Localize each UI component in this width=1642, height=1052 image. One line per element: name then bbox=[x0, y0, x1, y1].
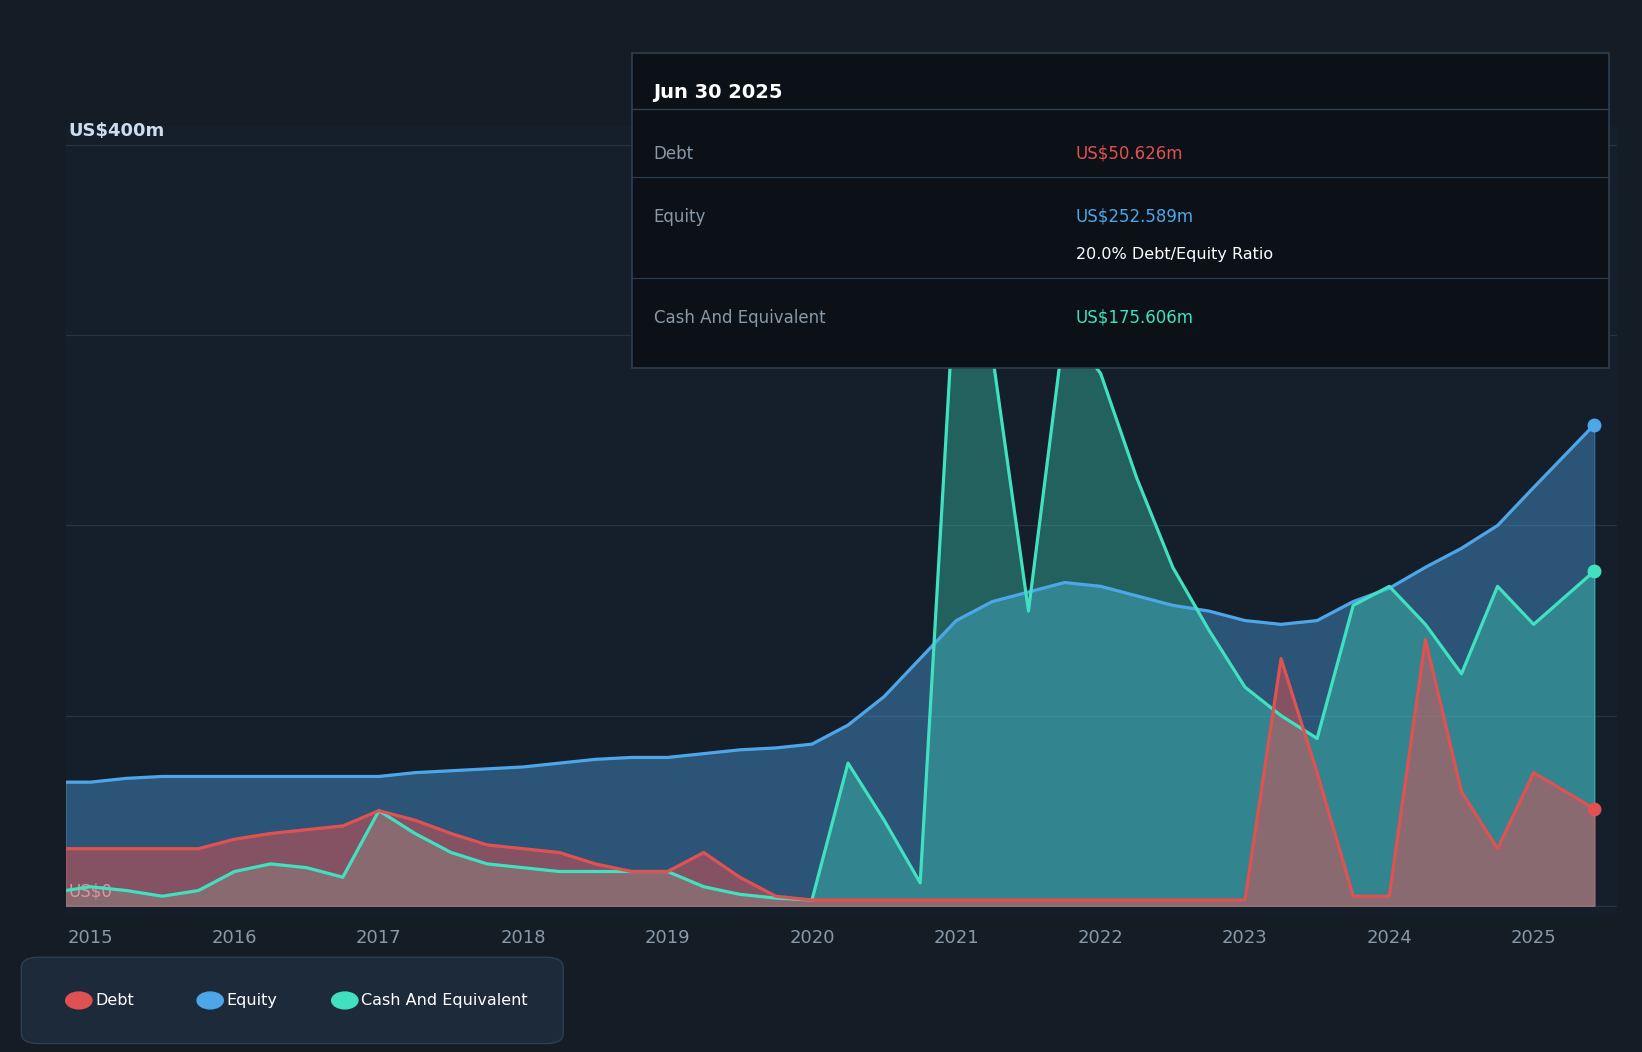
Text: Debt: Debt bbox=[95, 993, 135, 1008]
Text: US$50.626m: US$50.626m bbox=[1076, 144, 1182, 163]
Text: 20.0% Debt/Equity Ratio: 20.0% Debt/Equity Ratio bbox=[1076, 247, 1273, 262]
Text: US$400m: US$400m bbox=[69, 122, 164, 140]
Text: US$175.606m: US$175.606m bbox=[1076, 308, 1194, 327]
Text: Debt: Debt bbox=[654, 144, 693, 163]
Text: Cash And Equivalent: Cash And Equivalent bbox=[654, 308, 826, 327]
Text: Cash And Equivalent: Cash And Equivalent bbox=[361, 993, 527, 1008]
Text: US$252.589m: US$252.589m bbox=[1076, 207, 1194, 226]
Text: Equity: Equity bbox=[654, 207, 706, 226]
Text: US$0: US$0 bbox=[69, 882, 112, 901]
Text: Jun 30 2025: Jun 30 2025 bbox=[654, 83, 783, 102]
Text: Equity: Equity bbox=[227, 993, 277, 1008]
